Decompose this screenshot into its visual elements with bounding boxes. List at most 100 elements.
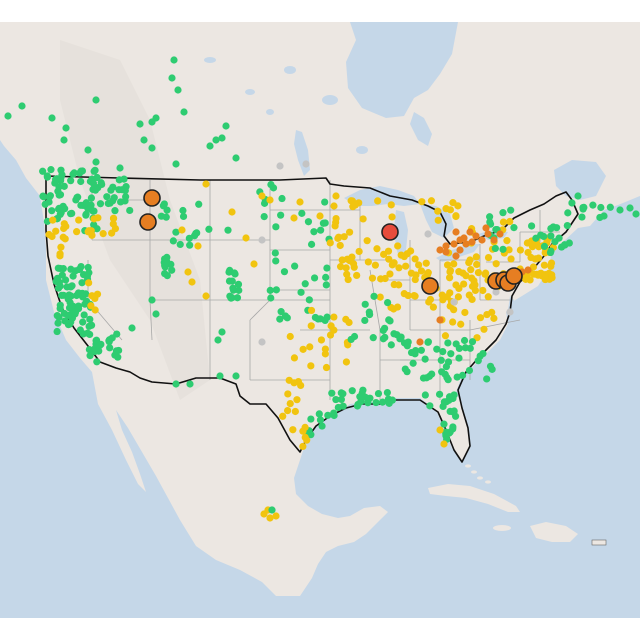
good-aqi-station-marker[interactable] [444,376,452,384]
good-aqi-station-marker[interactable] [353,402,362,410]
moderate-aqi-station-marker[interactable] [334,234,342,242]
moderate-aqi-station-marker[interactable] [345,228,354,236]
good-aqi-station-marker[interactable] [56,264,64,273]
good-aqi-station-marker[interactable] [361,393,369,401]
good-aqi-station-marker[interactable] [328,389,336,397]
good-aqi-station-marker[interactable] [96,200,105,208]
moderate-aqi-station-marker[interactable] [85,279,93,287]
good-aqi-station-marker[interactable] [439,402,447,411]
moderate-aqi-station-marker[interactable] [427,197,436,205]
usg-aqi-station-marker[interactable] [436,246,444,254]
good-aqi-station-marker[interactable] [409,359,417,367]
good-aqi-station-marker[interactable] [168,74,176,82]
good-aqi-station-marker[interactable] [348,387,356,395]
moderate-aqi-station-marker[interactable] [482,269,490,277]
good-aqi-station-marker[interactable] [86,352,94,360]
moderate-aqi-station-marker[interactable] [503,237,511,245]
moderate-aqi-station-marker[interactable] [353,271,361,280]
good-aqi-station-marker[interactable] [332,395,340,404]
good-aqi-station-marker[interactable] [468,338,477,346]
usg-aqi-station-marker[interactable] [450,240,458,248]
moderate-aqi-station-marker[interactable] [359,215,367,223]
moderate-aqi-station-marker[interactable] [529,263,538,271]
moderate-aqi-station-marker[interactable] [446,206,454,214]
moderate-aqi-station-marker[interactable] [342,264,350,272]
moderate-aqi-station-marker[interactable] [438,291,446,299]
good-aqi-station-marker[interactable] [267,294,275,302]
moderate-aqi-station-marker[interactable] [480,325,488,333]
moderate-aqi-station-marker[interactable] [541,270,549,279]
good-aqi-station-marker[interactable] [417,346,425,354]
moderate-aqi-station-marker[interactable] [349,260,358,268]
good-aqi-station-marker[interactable] [370,292,378,300]
good-aqi-station-marker[interactable] [81,300,89,308]
moderate-aqi-station-marker[interactable] [397,251,405,259]
moderate-aqi-station-marker[interactable] [457,320,465,328]
good-aqi-station-marker[interactable] [465,366,474,375]
good-aqi-station-marker[interactable] [186,241,194,249]
good-aqi-station-marker[interactable] [179,206,187,215]
good-aqi-station-marker[interactable] [163,272,171,280]
good-aqi-station-marker[interactable] [162,213,170,221]
moderate-aqi-station-marker[interactable] [290,379,298,387]
good-aqi-station-marker[interactable] [386,317,394,325]
good-aqi-station-marker[interactable] [77,177,85,186]
moderate-aqi-station-marker[interactable] [60,220,68,228]
good-aqi-station-marker[interactable] [70,169,78,177]
moderate-aqi-station-marker[interactable] [507,255,515,263]
moderate-aqi-station-marker[interactable] [178,226,186,234]
good-aqi-station-marker[interactable] [365,308,373,316]
moderate-aqi-station-marker[interactable] [52,227,60,235]
good-aqi-station-marker[interactable] [305,296,313,304]
good-aqi-station-marker[interactable] [626,204,634,212]
good-aqi-station-marker[interactable] [315,410,323,418]
usg-aqi-station-marker[interactable] [472,232,480,240]
moderate-aqi-station-marker[interactable] [299,345,307,353]
moderate-aqi-station-marker[interactable] [283,406,292,415]
good-aqi-station-marker[interactable] [176,240,184,249]
moderate-aqi-station-marker[interactable] [459,269,467,277]
good-aqi-station-marker[interactable] [172,380,180,388]
moderate-aqi-station-marker[interactable] [476,314,485,322]
moderate-aqi-station-marker[interactable] [415,261,423,269]
moderate-aqi-station-marker[interactable] [484,293,492,301]
good-aqi-station-marker[interactable] [174,86,182,94]
nodata-aqi-station-marker[interactable] [450,298,458,306]
good-aqi-station-marker[interactable] [186,380,194,388]
good-aqi-station-marker[interactable] [433,345,441,353]
moderate-aqi-station-marker[interactable] [374,197,382,205]
moderate-aqi-station-marker[interactable] [90,215,98,223]
moderate-aqi-station-marker[interactable] [307,362,315,370]
good-aqi-station-marker[interactable] [401,365,409,373]
good-aqi-station-marker[interactable] [121,197,129,205]
moderate-aqi-station-marker[interactable] [425,298,433,306]
good-aqi-station-marker[interactable] [77,167,85,175]
good-aqi-station-marker[interactable] [43,172,51,180]
good-aqi-station-marker[interactable] [92,336,101,344]
good-aqi-station-marker[interactable] [126,206,134,215]
moderate-aqi-station-marker[interactable] [395,281,403,289]
nodata-aqi-station-marker[interactable] [258,236,266,244]
good-aqi-station-marker[interactable] [272,286,280,294]
good-aqi-station-marker[interactable] [491,244,499,253]
good-aqi-station-marker[interactable] [80,311,88,319]
usg-aqi-station-marker[interactable] [452,228,460,236]
moderate-aqi-station-marker[interactable] [99,230,107,238]
moderate-aqi-station-marker[interactable] [284,390,292,398]
moderate-aqi-station-marker[interactable] [368,274,377,282]
good-aqi-station-marker[interactable] [486,213,494,221]
good-aqi-station-marker[interactable] [229,286,238,294]
moderate-aqi-station-marker[interactable] [326,239,334,247]
good-aqi-station-marker[interactable] [310,274,319,282]
moderate-aqi-station-marker[interactable] [363,237,371,245]
good-aqi-station-marker[interactable] [87,194,96,202]
good-aqi-station-marker[interactable] [547,232,555,240]
good-aqi-station-marker[interactable] [337,389,345,397]
moderate-aqi-station-marker[interactable] [547,262,555,270]
good-aqi-station-marker[interactable] [97,179,105,187]
good-aqi-station-marker[interactable] [277,211,285,219]
good-aqi-station-marker[interactable] [73,291,81,300]
good-aqi-station-marker[interactable] [318,422,326,430]
good-aqi-station-marker[interactable] [54,319,62,327]
good-aqi-station-marker[interactable] [381,333,389,342]
